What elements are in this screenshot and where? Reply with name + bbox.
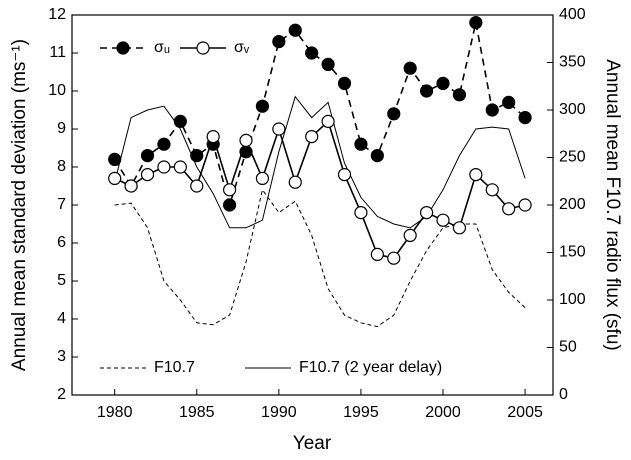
y-tick-label: 2	[57, 386, 66, 403]
data-point	[419, 84, 434, 98]
x-tick-label: 1995	[343, 404, 379, 421]
data-point	[403, 61, 417, 75]
data-point	[255, 171, 270, 185]
data-point	[387, 251, 401, 265]
data-point	[502, 95, 516, 110]
y2-axis-label: Annual mean F10.7 radio flux (sfu)	[602, 59, 623, 351]
y-tick-label: 10	[48, 82, 66, 99]
data-point	[190, 179, 204, 193]
data-point	[436, 76, 450, 91]
y-tick-label: 6	[57, 234, 66, 251]
data-point	[173, 114, 187, 129]
data-point	[288, 23, 302, 37]
data-point	[387, 107, 401, 121]
y-tick-label: 8	[57, 158, 66, 175]
data-point	[108, 152, 122, 166]
data-point	[419, 206, 434, 220]
x-tick-label: 1980	[97, 404, 133, 421]
data-point	[288, 175, 302, 189]
data-point	[305, 130, 319, 144]
series-line	[114, 95, 526, 229]
x-tick-label: 2005	[507, 404, 543, 421]
data-point	[485, 103, 499, 117]
data-point	[436, 213, 450, 227]
data-point	[321, 114, 335, 129]
data-point	[108, 171, 122, 185]
y-axis-label: Annual mean standard deviation (ms⁻¹)	[9, 39, 30, 371]
legend-marker	[196, 41, 210, 55]
legend-label: σᵥ	[234, 39, 250, 56]
data-point	[157, 160, 171, 174]
data-point	[157, 137, 171, 151]
data-point	[255, 99, 270, 113]
y2-tick-label: 150	[559, 244, 586, 261]
x-axis-label: Year	[293, 433, 332, 454]
plot-frame	[71, 14, 554, 396]
data-point	[173, 160, 187, 174]
data-point	[452, 221, 467, 235]
data-point	[190, 149, 204, 163]
data-point	[124, 179, 138, 193]
data-point	[222, 198, 237, 212]
series-line	[114, 22, 526, 208]
data-point	[337, 168, 352, 182]
x-tick-label: 1990	[261, 404, 297, 421]
legend-label: F10.7 (2 year delay)	[299, 359, 442, 376]
data-point	[140, 168, 155, 182]
legend-label: F10.7	[154, 359, 195, 376]
y2-tick-label: 400	[559, 6, 586, 23]
data-point	[502, 202, 516, 216]
y2-tick-label: 250	[559, 149, 586, 166]
series-line	[114, 188, 526, 328]
y2-tick-label: 300	[559, 101, 586, 118]
y2-tick-label: 0	[559, 386, 568, 403]
data-point	[370, 247, 384, 261]
data-point	[452, 88, 467, 102]
data-point	[469, 168, 483, 182]
data-point	[469, 16, 483, 30]
data-point	[518, 198, 532, 212]
y2-tick-label: 350	[559, 54, 586, 71]
legend-label: σᵤ	[154, 39, 170, 56]
y-tick-label: 9	[57, 120, 66, 137]
data-point	[222, 183, 237, 197]
x-tick-label: 2000	[425, 404, 461, 421]
legend-marker	[116, 41, 130, 55]
data-point	[403, 228, 417, 242]
y-tick-label: 12	[48, 6, 66, 23]
y2-tick-label: 100	[559, 291, 586, 308]
data-point	[337, 76, 352, 91]
data-point	[272, 122, 286, 136]
data-point	[239, 133, 253, 147]
y-tick-label: 4	[57, 310, 66, 327]
y-tick-label: 3	[57, 348, 66, 365]
y2-tick-label: 200	[559, 196, 586, 213]
series-line	[114, 119, 526, 260]
y2-tick-label: 50	[559, 339, 577, 356]
data-point	[272, 34, 286, 49]
data-point	[206, 130, 220, 144]
data-point	[370, 149, 384, 163]
y-tick-label: 11	[49, 44, 66, 61]
data-point	[354, 206, 368, 220]
x-tick-label: 1985	[179, 404, 215, 421]
data-point	[305, 46, 319, 60]
data-point	[485, 183, 499, 197]
data-point	[518, 110, 532, 125]
data-point	[140, 149, 155, 163]
y-tick-label: 7	[57, 196, 66, 213]
y-tick-label: 5	[57, 272, 66, 289]
data-point	[354, 137, 368, 151]
data-point	[321, 57, 335, 72]
